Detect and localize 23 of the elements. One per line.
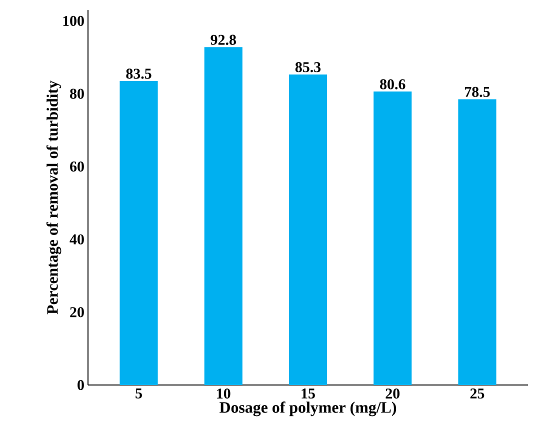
x-axis-title: Dosage of polymer (mg/L) <box>220 401 396 416</box>
y-tick-label: 100 <box>63 16 84 26</box>
bar <box>288 74 328 385</box>
x-tick-label: 10 <box>217 388 230 399</box>
data-label: 78.5 <box>465 86 490 98</box>
data-label: 85.3 <box>295 62 321 72</box>
y-tick-label: 60 <box>70 162 84 172</box>
x-tick-label: 15 <box>302 388 315 399</box>
y-tick-label: 40 <box>70 234 84 244</box>
y-tick-label: 80 <box>70 88 84 99</box>
bar <box>374 92 412 385</box>
y-tick-label: 0 <box>78 380 84 390</box>
data-label: 83.5 <box>126 68 152 79</box>
bar <box>204 47 242 385</box>
data-label: 92.8 <box>210 34 236 45</box>
y-tick-label: 20 <box>70 307 84 318</box>
x-tick-label: 20 <box>386 388 400 399</box>
x-tick-label: 5 <box>136 388 142 398</box>
data-label: 80.6 <box>380 79 406 90</box>
y-axis-title: Percentage of removal of turbidity <box>46 80 62 314</box>
bar <box>458 99 496 385</box>
bar <box>120 80 158 385</box>
x-tick-label: 25 <box>470 388 484 399</box>
